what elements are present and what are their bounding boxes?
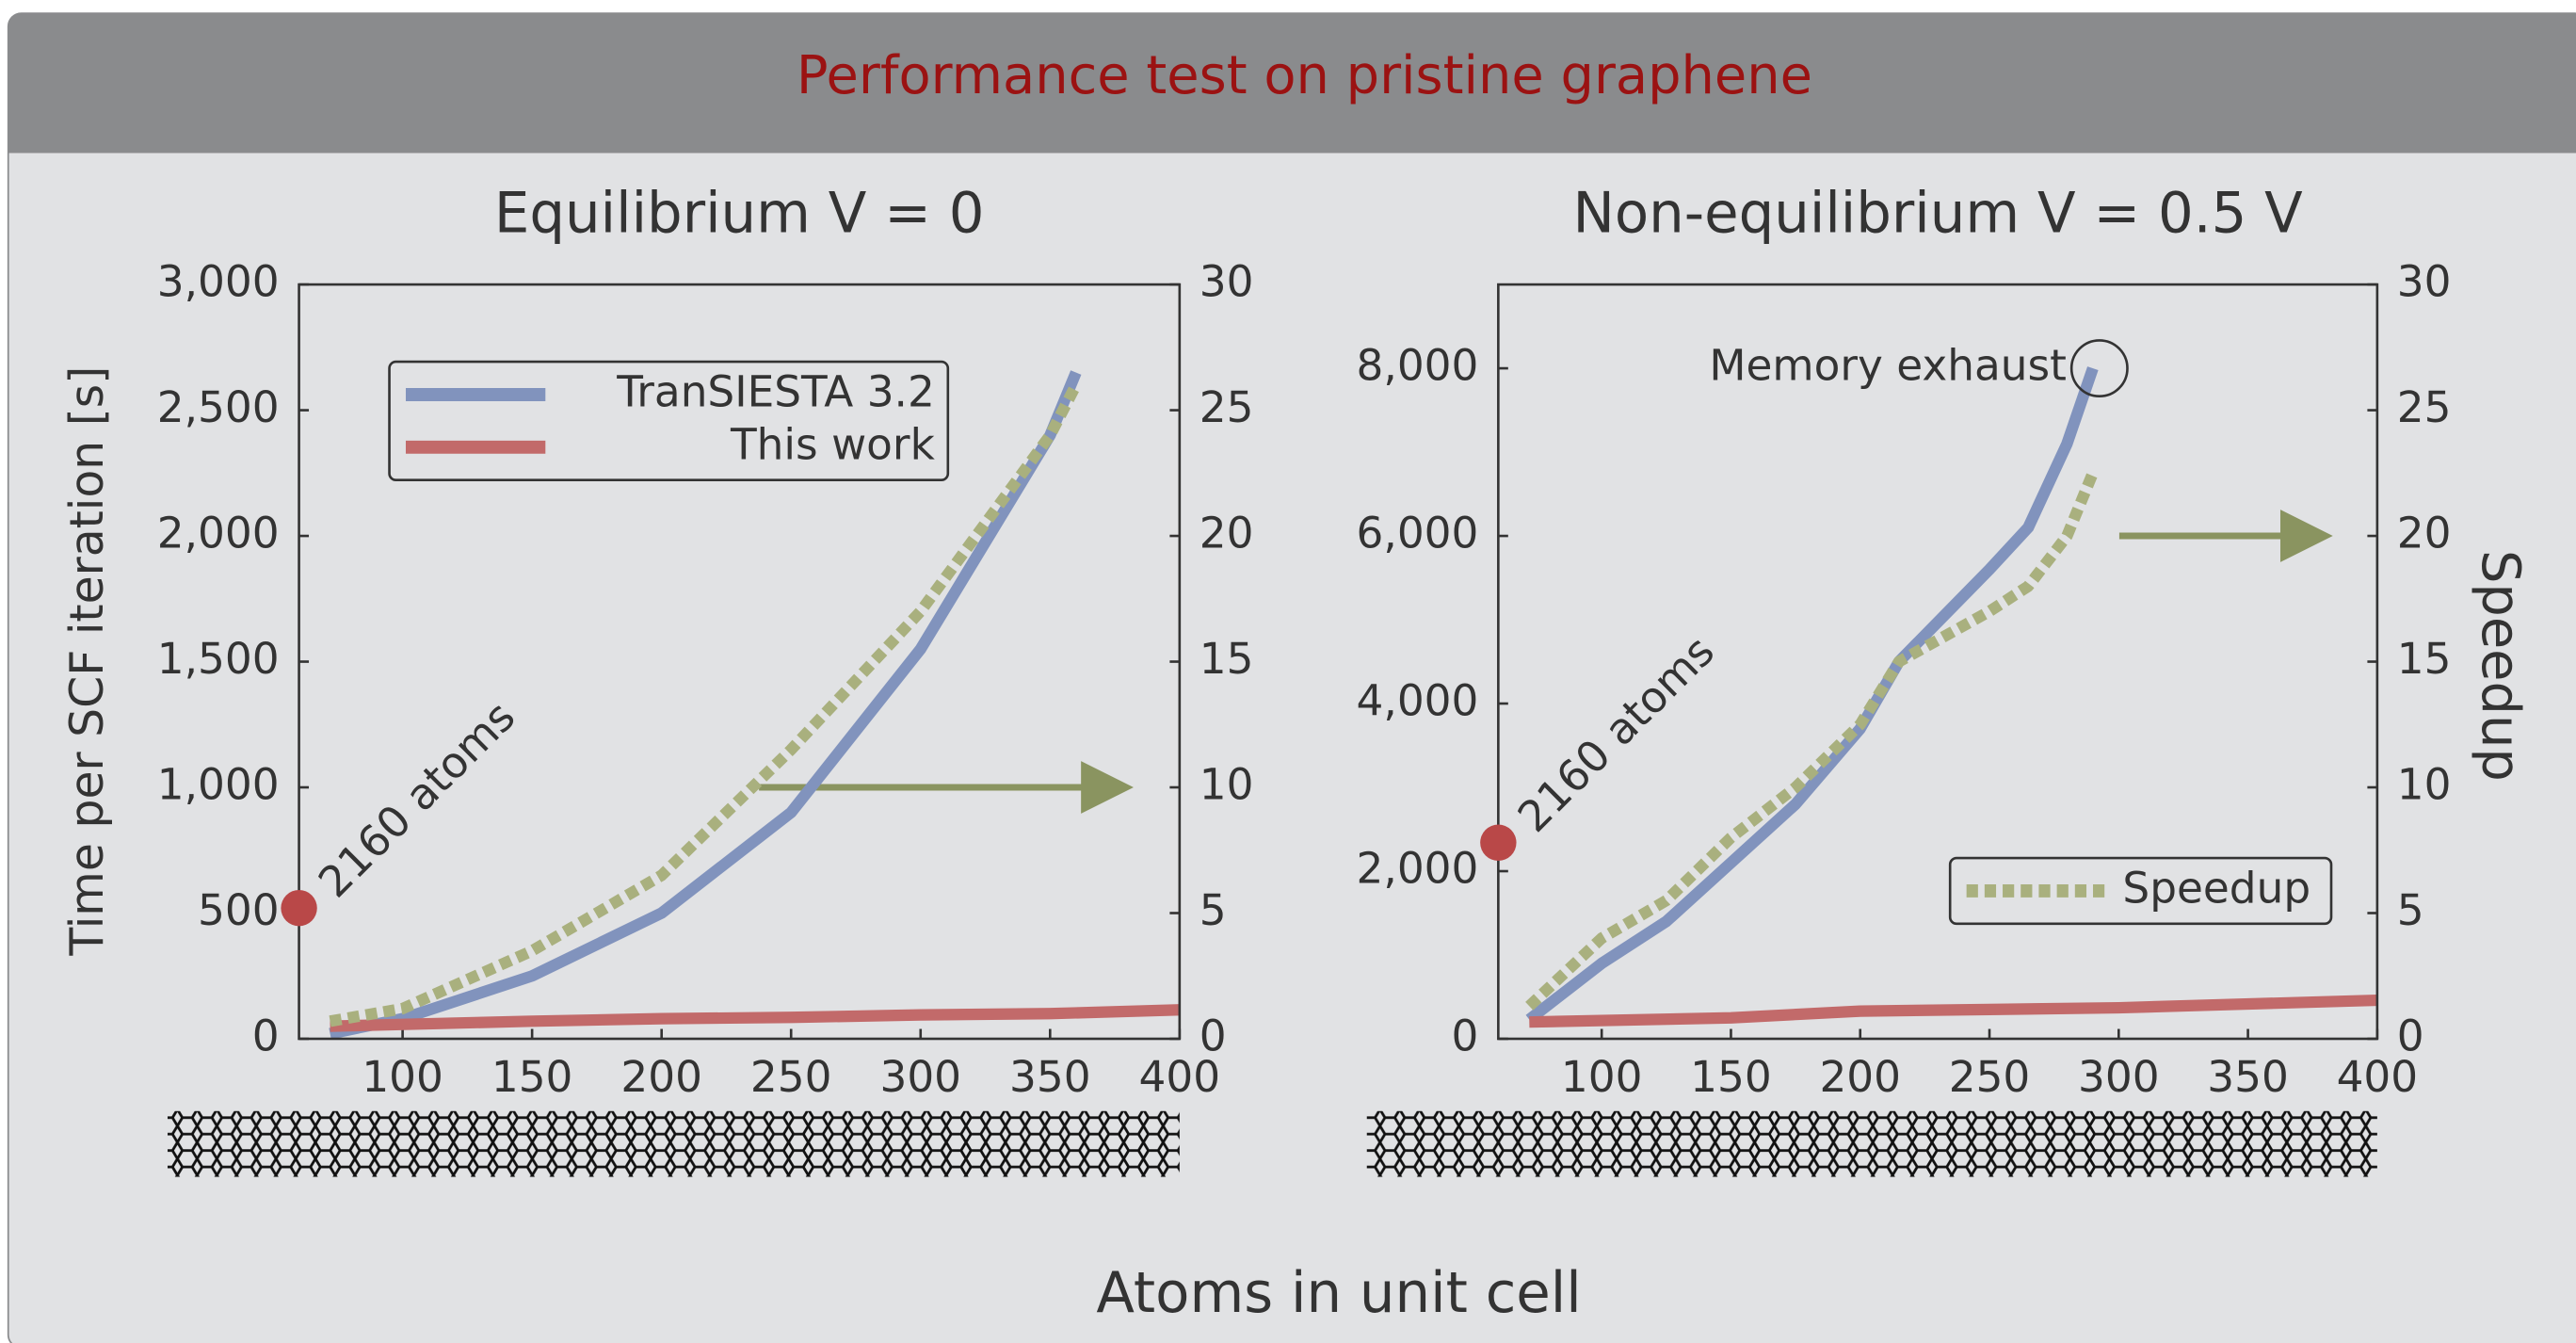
reference-point [281,889,317,927]
y-tick-label: 1,500 [157,634,280,684]
reference-point [1480,824,1517,861]
x-tick-label: 250 [750,1052,832,1102]
y2-tick-label: 30 [1199,257,1254,307]
y2-tick-label: 10 [2397,760,2452,810]
series-line [1525,366,2099,1025]
y-tick-label: 2,000 [157,509,280,558]
y-tick-label: 1,000 [157,760,280,810]
legend-label: Speedup [2122,863,2310,913]
y-tick-label: 0 [1452,1011,1479,1060]
x-tick-label: 400 [1139,1052,1221,1102]
plot-frame [298,283,1182,1041]
y-axis-label: Time per SCF iteration [s] [60,366,114,957]
graphene-strip [1366,1110,2377,1177]
y2-tick-label: 20 [1199,509,1254,558]
annotation: Memory exhaust [1709,341,2067,391]
y-tick-label: 8,000 [1357,341,1479,391]
x-tick-label: 100 [1561,1052,1643,1102]
series-line [329,382,1082,1027]
y2-tick-label: 15 [1199,634,1254,684]
y2-tick-label: 0 [1199,1011,1227,1060]
plot-frame [1497,283,2379,1041]
subplot-title: Equilibrium V = 0 [494,181,985,246]
x-tick-label: 150 [1690,1052,1772,1102]
y2-tick-label: 0 [2397,1011,2424,1060]
y2-tick-label: 5 [1199,885,1227,935]
y2-tick-label: 5 [2397,885,2424,935]
y2-tick-label: 30 [2397,257,2452,307]
y-tick-label: 2,000 [1357,844,1479,894]
y-tick-label: 6,000 [1357,509,1479,558]
y2-tick-label: 25 [1199,382,1254,432]
x-tick-label: 300 [2078,1052,2160,1102]
y-tick-label: 2,500 [157,382,280,432]
series-line [1525,470,2099,1011]
y2-tick-label: 20 [2397,509,2452,558]
graphene-strip [167,1110,1180,1177]
y-tick-label: 3,000 [157,257,280,307]
x-tick-label: 350 [1009,1052,1091,1102]
x-tick-label: 200 [620,1052,702,1102]
y2-tick-label: 25 [2397,382,2452,432]
y2-tick-label: 10 [1199,760,1254,810]
series-line [1529,994,2378,1028]
y-tick-label: 500 [198,885,280,935]
subplot-title: Non-equilibrium V = 0.5 V [1572,181,2303,246]
x-tick-label: 200 [1819,1052,1901,1102]
y2-axis-label: Speedup [2470,550,2531,782]
y2-tick-label: 15 [2397,634,2452,684]
x-tick-label: 150 [491,1052,573,1102]
header-bar [8,13,2576,154]
legend-label: This work [730,419,936,469]
x-tick-label: 100 [362,1052,443,1102]
x-tick-label: 300 [879,1052,961,1102]
x-tick-label: 400 [2337,1052,2419,1102]
x-tick-label: 350 [2207,1052,2289,1102]
annotation-circle [2069,339,2129,398]
x-axis-label: Atoms in unit cell [1096,1260,1581,1325]
y-tick-label: 4,000 [1357,676,1479,726]
legend-label: TranSIESTA 3.2 [616,366,935,416]
x-tick-label: 250 [1949,1052,2031,1102]
page-title: Performance test on pristine graphene [797,45,1812,106]
legend-box [1948,856,2333,926]
y-tick-label: 0 [252,1011,280,1060]
series-line [330,1004,1181,1032]
